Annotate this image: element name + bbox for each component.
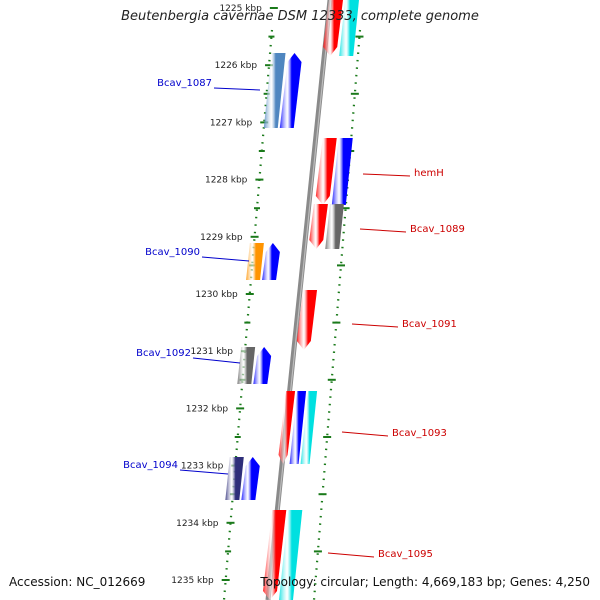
gene-block[interactable] (241, 457, 260, 500)
gene-feature[interactable]: Bcav_1092 (136, 347, 272, 384)
gene-label-leader (351, 323, 399, 328)
gene-label[interactable]: hemH (414, 168, 444, 179)
scale-label: 1227 kbp (210, 118, 253, 128)
gene-label-leader (213, 87, 261, 91)
gene-block[interactable] (253, 347, 272, 384)
gene-block[interactable] (325, 204, 344, 249)
accession-label: Accession: NC_012669 (9, 575, 146, 589)
scale-label: 1233 kbp (181, 462, 224, 472)
gene-label[interactable]: Bcav_1094 (123, 460, 178, 471)
genome-title: Beutenbergia cavernae DSM 12333, complet… (121, 9, 479, 24)
gene-block[interactable] (339, 0, 359, 56)
gene-label[interactable]: Bcav_1091 (402, 319, 457, 330)
gene-label[interactable]: Bcav_1092 (136, 348, 191, 359)
gene-block[interactable] (278, 391, 296, 464)
scale-label: 1234 kbp (176, 519, 219, 529)
gene-block[interactable] (263, 510, 287, 600)
topology-summary: Topology: circular; Length: 4,669,183 bp… (260, 575, 590, 589)
gene-label-leader (362, 173, 411, 177)
gene-block[interactable] (331, 138, 353, 205)
gene-label-leader (327, 552, 375, 558)
gene-feature[interactable]: Bcav_1094 (123, 457, 260, 500)
scale-label: 1226 kbp (215, 61, 258, 71)
gene-label[interactable]: Bcav_1093 (392, 428, 447, 439)
gene-feature[interactable]: Bcav_1090 (145, 243, 280, 280)
gene-block[interactable] (279, 510, 303, 600)
gene-label-leader (179, 469, 229, 475)
scale-label: 1230 kbp (195, 290, 238, 300)
scale-label: 1235 kbp (171, 576, 214, 586)
gene-label[interactable]: Bcav_1087 (157, 78, 212, 89)
gene-feature[interactable]: Bcav_1091 (296, 290, 457, 350)
gene-block[interactable] (263, 53, 286, 128)
gene-block[interactable] (279, 53, 302, 128)
gene-block[interactable] (237, 347, 256, 384)
gene-label[interactable]: Bcav_1089 (410, 224, 465, 235)
genome-backbone-highlight (268, 0, 332, 600)
gene-block[interactable] (262, 243, 280, 280)
gene-feature[interactable]: hemH (315, 138, 444, 205)
gene-block[interactable] (246, 243, 264, 280)
gene-block[interactable] (300, 391, 318, 464)
scale-label: 1225 kbp (219, 4, 262, 14)
gene-block[interactable] (323, 0, 343, 56)
scale-label: 1232 kbp (186, 404, 229, 414)
gene-feature[interactable]: Bcav_1089 (309, 204, 465, 249)
gene-block[interactable] (296, 290, 318, 350)
scale-label: 1229 kbp (200, 233, 243, 243)
genome-backbone (265, 0, 333, 600)
gene-feature[interactable]: Bcav_1095 (263, 510, 433, 600)
scale-label: 1228 kbp (205, 176, 248, 186)
gene-label[interactable]: Bcav_1095 (378, 549, 433, 560)
gene-feature[interactable]: Bcav_1087 (157, 53, 302, 128)
gene-label[interactable]: Bcav_1090 (145, 247, 200, 258)
scale-label: 1231 kbp (191, 347, 234, 357)
gene-feature[interactable]: Bcav_1093 (278, 391, 447, 464)
left-scale-guide (222, 29, 274, 600)
gene-block[interactable] (315, 138, 337, 205)
gene-block[interactable] (225, 457, 244, 500)
gene-label-leader (192, 357, 241, 364)
right-scale-guide (312, 29, 362, 600)
gene-label-leader (201, 256, 250, 262)
gene-label-leader (359, 228, 407, 233)
gene-label-leader (341, 431, 389, 437)
gene-block[interactable] (289, 391, 307, 464)
gene-feature-partial[interactable] (323, 0, 359, 56)
gene-block[interactable] (309, 204, 328, 249)
